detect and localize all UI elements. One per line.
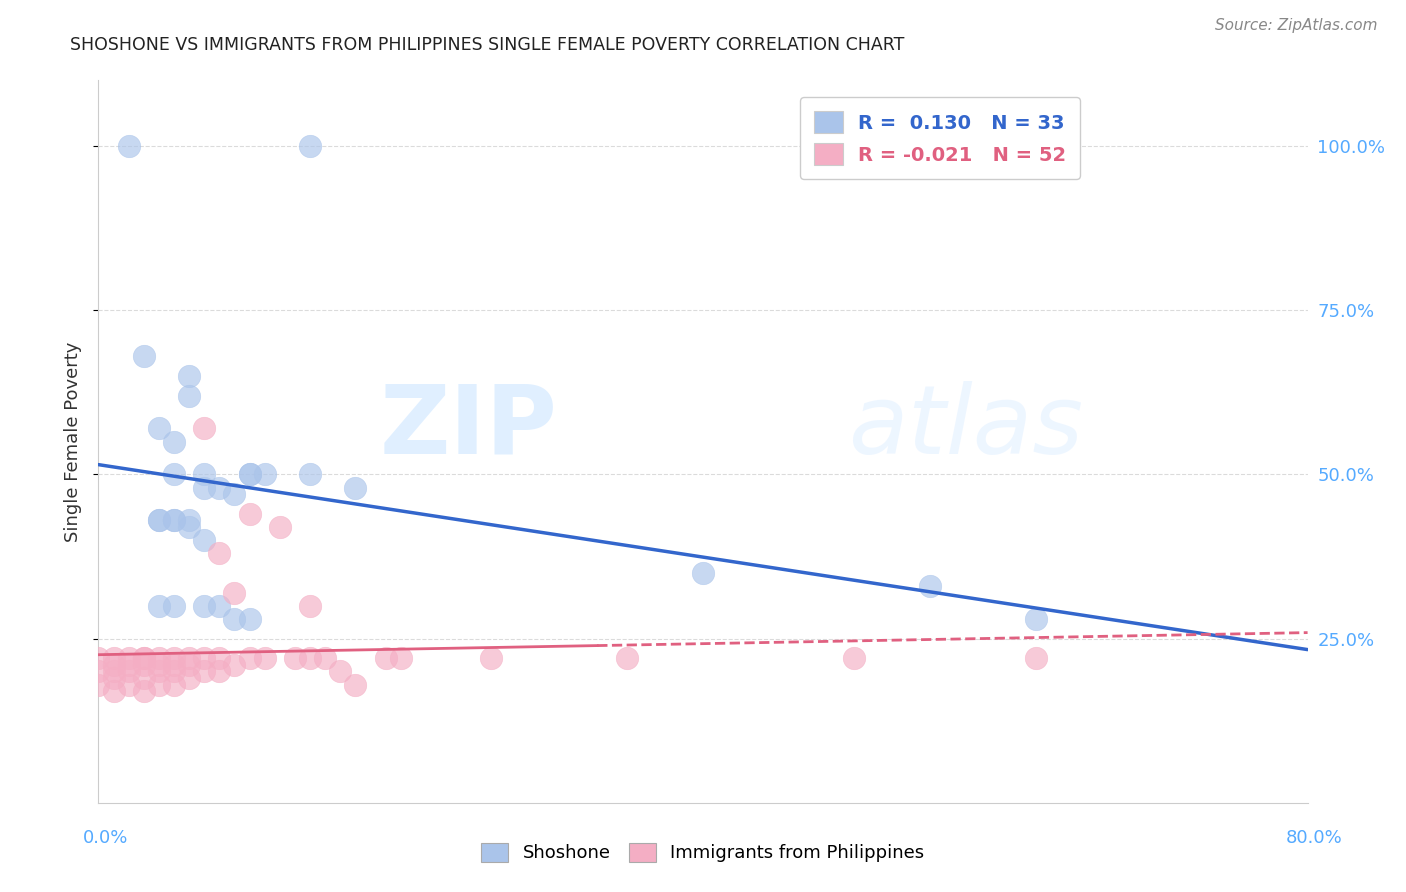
Text: ZIP: ZIP [380, 381, 558, 474]
Point [208, 665, 231, 679]
Point [103, 671, 125, 685]
Point [148, 421, 170, 435]
Point [179, 671, 201, 685]
Point [224, 487, 246, 501]
Point [481, 651, 503, 665]
Point [329, 665, 352, 679]
Point [193, 599, 215, 613]
Point [239, 467, 262, 482]
Point [163, 513, 186, 527]
Point [193, 533, 215, 547]
Point [208, 481, 231, 495]
Point [179, 513, 201, 527]
Point [239, 651, 262, 665]
Point [224, 585, 246, 599]
Point [132, 671, 155, 685]
Legend: R =  0.130   N = 33, R = -0.021   N = 52: R = 0.130 N = 33, R = -0.021 N = 52 [800, 97, 1080, 179]
Point [299, 467, 322, 482]
Point [118, 665, 141, 679]
Point [239, 612, 262, 626]
Point [163, 467, 186, 482]
Point [103, 651, 125, 665]
Text: Source: ZipAtlas.com: Source: ZipAtlas.com [1215, 18, 1378, 33]
Text: 0.0%: 0.0% [83, 829, 128, 847]
Point [844, 651, 866, 665]
Point [118, 657, 141, 672]
Point [103, 657, 125, 672]
Point [148, 599, 170, 613]
Point [163, 651, 186, 665]
Point [148, 513, 170, 527]
Point [163, 434, 186, 449]
Point [148, 665, 170, 679]
Point [148, 657, 170, 672]
Point [132, 684, 155, 698]
Point [224, 612, 246, 626]
Point [132, 349, 155, 363]
Point [132, 651, 155, 665]
Point [103, 684, 125, 698]
Point [132, 651, 155, 665]
Point [193, 421, 215, 435]
Point [253, 467, 276, 482]
Point [132, 657, 155, 672]
Point [193, 467, 215, 482]
Point [179, 520, 201, 534]
Text: 80.0%: 80.0% [1286, 829, 1343, 847]
Point [616, 651, 638, 665]
Point [239, 467, 262, 482]
Point [179, 657, 201, 672]
Point [118, 651, 141, 665]
Point [918, 579, 941, 593]
Point [389, 651, 412, 665]
Point [148, 513, 170, 527]
Point [118, 677, 141, 691]
Y-axis label: Single Female Poverty: Single Female Poverty [65, 342, 83, 541]
Point [193, 481, 215, 495]
Point [163, 657, 186, 672]
Text: atlas: atlas [848, 381, 1083, 474]
Point [299, 651, 322, 665]
Point [103, 665, 125, 679]
Point [148, 651, 170, 665]
Point [239, 507, 262, 521]
Point [224, 657, 246, 672]
Point [208, 651, 231, 665]
Point [269, 520, 291, 534]
Point [179, 368, 201, 383]
Point [179, 651, 201, 665]
Text: SHOSHONE VS IMMIGRANTS FROM PHILIPPINES SINGLE FEMALE POVERTY CORRELATION CHART: SHOSHONE VS IMMIGRANTS FROM PHILIPPINES … [70, 36, 904, 54]
Point [193, 651, 215, 665]
Point [344, 677, 367, 691]
Point [148, 677, 170, 691]
Point [208, 599, 231, 613]
Point [179, 388, 201, 402]
Point [87, 651, 110, 665]
Point [87, 665, 110, 679]
Point [163, 677, 186, 691]
Point [87, 677, 110, 691]
Point [299, 599, 322, 613]
Point [1024, 612, 1046, 626]
Point [163, 513, 186, 527]
Point [314, 651, 336, 665]
Point [163, 599, 186, 613]
Point [208, 546, 231, 560]
Legend: Shoshone, Immigrants from Philippines: Shoshone, Immigrants from Philippines [474, 836, 932, 870]
Point [163, 665, 186, 679]
Point [299, 139, 322, 153]
Point [1024, 651, 1046, 665]
Point [193, 665, 215, 679]
Point [118, 139, 141, 153]
Point [692, 566, 714, 580]
Point [344, 481, 367, 495]
Point [374, 651, 396, 665]
Point [284, 651, 307, 665]
Point [253, 651, 276, 665]
